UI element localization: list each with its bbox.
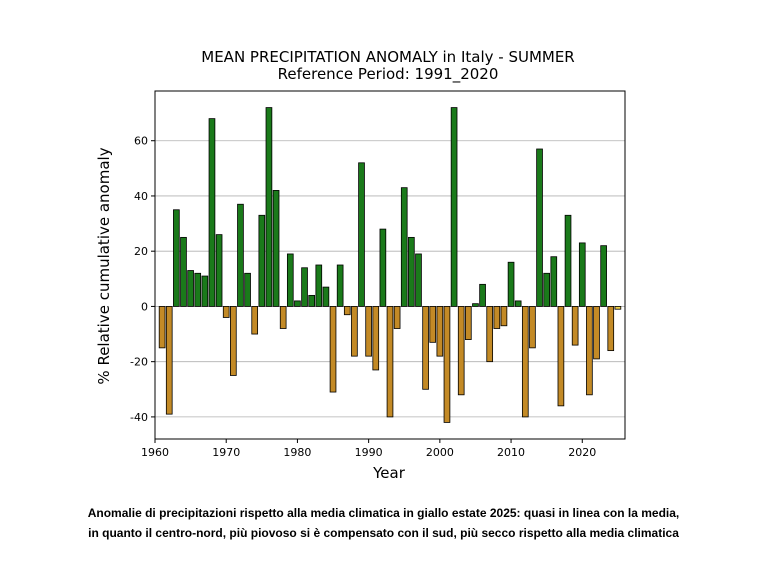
y-tick-label: 40 [134,190,148,203]
bar-2009 [500,306,508,327]
bar-1995 [400,187,408,307]
chart-svg: -40 -20 0 20 40 60 1960 1970 1980 1990 2000 2010 202… [95,48,626,482]
bar-2011 [514,300,522,307]
y-tick-label: 20 [134,245,148,258]
bar-1984 [322,286,330,307]
bar-1968 [208,118,216,307]
bar-1993 [386,306,394,418]
bar-2020 [578,242,586,307]
bar-1965 [187,270,194,307]
bar-2016 [550,256,558,307]
bar-1978 [279,306,287,329]
bar-1967 [201,275,209,307]
bar-1964 [180,236,187,307]
x-tick-label: 2020 [568,446,596,459]
plot-frame [154,90,626,440]
bar-2014 [536,148,543,307]
x-axis-label: Year [372,464,406,482]
x-tick-label: 1990 [355,446,383,459]
caption-line-1: Anomalie di precipitazioni rispetto alla… [87,506,680,520]
bar-2021 [586,306,593,396]
chart: -40 -20 0 20 40 60 1960 1970 1980 1990 2000 2010 202… [95,48,626,482]
bar-1991 [372,306,380,371]
bar-2018 [564,214,572,307]
bar-1979 [286,253,294,307]
x-tick-label: 1970 [212,446,240,459]
bar-1980 [294,300,301,307]
bar-1987 [343,306,351,316]
bar-2003 [457,306,465,396]
bar-2013 [529,306,536,349]
bar-1990 [365,306,372,357]
bar-2001 [443,306,451,423]
bar-1989 [358,162,365,307]
bar-1981 [301,267,308,307]
bar-1994 [393,306,401,329]
y-tick-label: 60 [134,135,148,148]
bar-2015 [543,272,550,307]
bar-1982 [308,294,315,307]
bar-1985 [329,306,337,393]
bar-1963 [173,209,180,307]
bar-2010 [507,261,515,307]
bar-1996 [408,236,415,307]
bar-2008 [493,306,501,329]
bar-1986 [336,264,344,307]
bar-2024 [607,306,615,352]
bar-1970 [222,306,230,318]
y-tick-label: 0 [141,300,148,313]
bar-2006 [479,283,486,307]
bar-1966 [194,272,202,307]
bar-1983 [315,264,323,307]
bar-1961 [158,306,166,349]
x-tick-label: 2000 [426,446,454,459]
x-tick-label: 2010 [497,446,525,459]
axes-layer: -40 -20 0 20 40 60 1960 1970 1980 1990 2000 2010 202… [130,90,626,459]
bar-1973 [244,272,251,307]
bar-1999 [429,306,437,343]
bar-1992 [379,228,387,307]
bar-1988 [351,306,358,357]
x-tick-label: 1960 [141,446,169,459]
bar-2012 [521,306,529,418]
y-tick-label: -20 [130,356,148,369]
bar-2005 [472,303,479,307]
bar-1962 [165,306,173,415]
bar-1974 [251,306,259,335]
bar-2019 [571,306,579,346]
bar-1997 [415,253,422,307]
bar-2000 [436,306,444,357]
bar-2023 [600,245,607,307]
bars-layer [158,107,622,423]
x-tick-label: 1980 [283,446,311,459]
chart-subtitle: Reference Period: 1991_2020 [278,65,499,84]
bar-2007 [486,306,494,363]
bar-1976 [265,107,273,307]
bar-1975 [258,214,266,307]
chart-title: MEAN PRECIPITATION ANOMALY in Italy - SU… [201,48,574,66]
caption-line-2: in quanto il centro-nord, più piovoso si… [88,526,679,540]
bar-2002 [450,107,458,307]
bar-2022 [593,306,600,360]
bar-2017 [557,306,565,407]
y-axis-label: % Relative cumulative anomaly [95,147,113,384]
bar-2025 [614,306,622,310]
bar-1972 [237,203,244,307]
y-tick-label: -40 [130,411,148,424]
bar-2004 [465,306,472,340]
bar-1977 [272,190,280,307]
bar-1998 [422,306,429,390]
bar-1971 [230,306,237,376]
bar-1969 [215,234,223,307]
